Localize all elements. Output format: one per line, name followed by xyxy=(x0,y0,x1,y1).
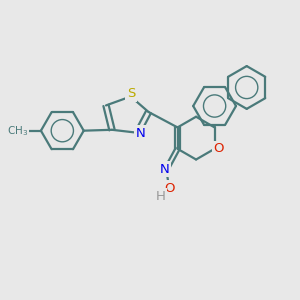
Text: O: O xyxy=(214,142,224,155)
Text: N: N xyxy=(160,163,169,176)
Text: CH$_3$: CH$_3$ xyxy=(7,124,28,138)
Text: H: H xyxy=(155,190,165,203)
Text: S: S xyxy=(127,87,136,100)
Text: O: O xyxy=(165,182,175,195)
Text: N: N xyxy=(136,127,146,140)
